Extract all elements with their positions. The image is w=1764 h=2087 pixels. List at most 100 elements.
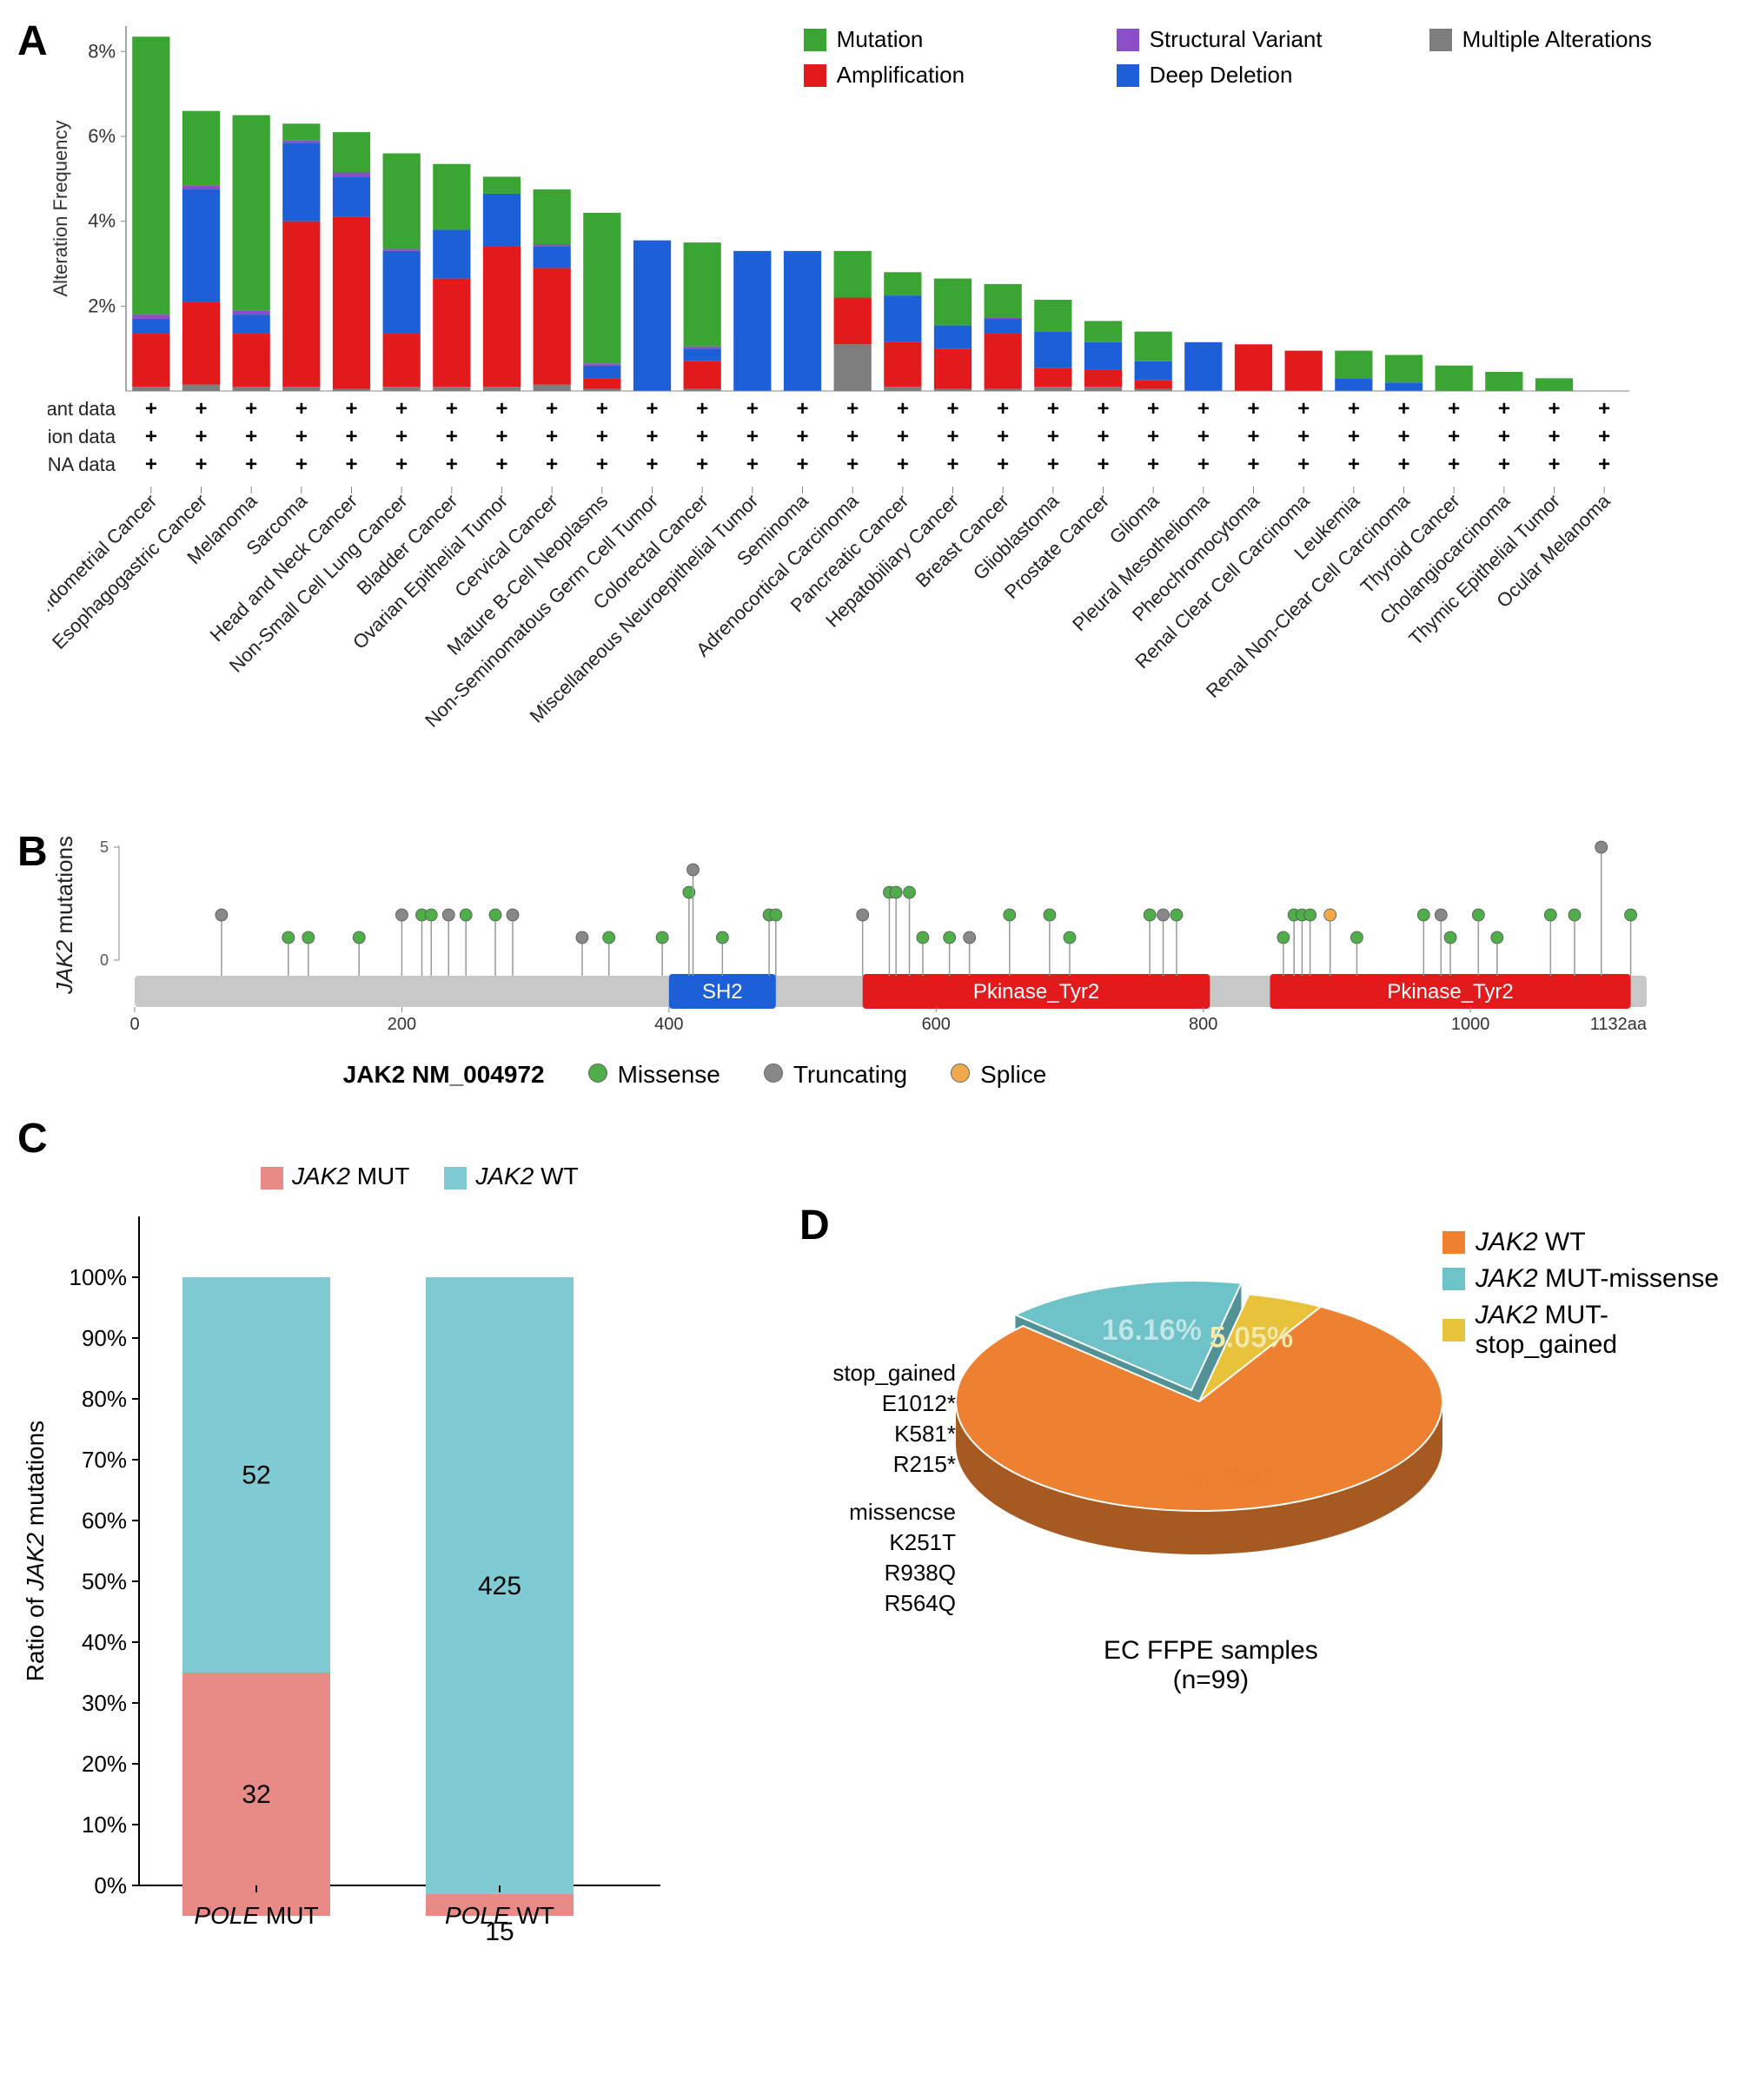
panel-a-label: A — [17, 17, 48, 65]
svg-text:+: + — [595, 453, 607, 476]
svg-text:+: + — [1297, 425, 1310, 448]
svg-text:POLE WT: POLE WT — [445, 1902, 554, 1929]
svg-text:+: + — [445, 453, 457, 476]
svg-text:+: + — [595, 397, 607, 421]
svg-text:+: + — [245, 453, 257, 476]
svg-text:+: + — [1347, 397, 1359, 421]
panel-b-legend-item: Truncating — [764, 1061, 907, 1089]
panel-a-legend-item: Structural Variant — [1117, 26, 1377, 53]
svg-text:78.79%: 78.79% — [1175, 1464, 1275, 1497]
svg-text:+: + — [295, 397, 307, 421]
panel-c-chart: JAK2 MUTJAK2 WT 0%10%20%30%40%50%60%70%8… — [17, 1163, 799, 1977]
svg-text:+: + — [395, 397, 408, 421]
svg-text:425: 425 — [478, 1572, 521, 1600]
svg-text:+: + — [997, 425, 1009, 448]
svg-text:+: + — [796, 397, 808, 421]
svg-text:4%: 4% — [88, 210, 116, 232]
panel-c-legend: JAK2 MUT JAK2 WT — [261, 1163, 678, 1190]
svg-text:1000: 1000 — [1451, 1015, 1490, 1034]
svg-text:+: + — [1147, 425, 1159, 448]
svg-text:+: + — [1097, 397, 1109, 421]
svg-text:+: + — [896, 397, 908, 421]
svg-text:+: + — [445, 397, 457, 421]
panel-d-annot-mis: missencseK251TR938QR564Q — [782, 1497, 956, 1619]
svg-text:+: + — [495, 425, 507, 448]
panel-d-legend-item: JAK2 MUT-missense — [1442, 1264, 1747, 1294]
svg-text:+: + — [946, 397, 958, 421]
svg-text:30%: 30% — [82, 1690, 127, 1716]
svg-text:+: + — [1397, 397, 1409, 421]
svg-text:+: + — [1097, 425, 1109, 448]
svg-text:+: + — [295, 453, 307, 476]
svg-text:600: 600 — [921, 1015, 950, 1034]
svg-text:+: + — [395, 453, 408, 476]
panel-a-legend-item: Multiple Alterations — [1429, 26, 1690, 53]
panel-d-caption: EC FFPE samples (n=99) — [1104, 1636, 1318, 1695]
svg-text:CNA data: CNA data — [48, 454, 116, 475]
svg-text:+: + — [1097, 453, 1109, 476]
svg-text:+: + — [595, 425, 607, 448]
svg-text:100%: 100% — [70, 1264, 128, 1290]
panel-d-caption-2: (n=99) — [1173, 1666, 1250, 1694]
svg-text:+: + — [1497, 425, 1509, 448]
svg-text:+: + — [495, 453, 507, 476]
panel-c: C JAK2 MUTJAK2 WT 0%10%20%30%40%50%60%70… — [17, 1115, 799, 1977]
panel-b-legend-item: Missense — [588, 1061, 720, 1089]
svg-text:+: + — [1247, 453, 1259, 476]
svg-text:+: + — [195, 453, 207, 476]
svg-text:+: + — [746, 453, 758, 476]
svg-text:Structural variant data: Structural variant data — [48, 398, 116, 420]
svg-text:+: + — [1197, 397, 1209, 421]
svg-text:+: + — [1046, 453, 1058, 476]
svg-text:+: + — [1448, 397, 1460, 421]
svg-text:+: + — [1197, 425, 1209, 448]
svg-text:8%: 8% — [88, 40, 116, 62]
panel-d-legend-item: JAK2 MUT-stop_gained — [1442, 1301, 1747, 1360]
svg-text:+: + — [1397, 425, 1409, 448]
svg-text:80%: 80% — [82, 1386, 127, 1412]
svg-text:+: + — [195, 397, 207, 421]
svg-text:2%: 2% — [88, 295, 116, 316]
svg-text:50%: 50% — [82, 1568, 127, 1594]
svg-text:+: + — [345, 453, 357, 476]
svg-text:16.16%: 16.16% — [1102, 1314, 1202, 1347]
svg-text:+: + — [846, 425, 859, 448]
svg-text:+: + — [997, 453, 1009, 476]
svg-text:+: + — [1297, 397, 1310, 421]
svg-text:+: + — [1497, 397, 1509, 421]
svg-text:+: + — [1197, 453, 1209, 476]
panel-a-chart: MutationStructural VariantMultiple Alter… — [48, 17, 1647, 802]
panel-d-legend-item: JAK2 WT — [1442, 1228, 1747, 1257]
panel-d-annot-stop: stop_gainedE1012*K581*R215* — [782, 1358, 956, 1480]
svg-text:+: + — [1147, 453, 1159, 476]
svg-text:Pkinase_Tyr2: Pkinase_Tyr2 — [973, 980, 1099, 1004]
svg-text:+: + — [646, 397, 658, 421]
svg-text:Pkinase_Tyr2: Pkinase_Tyr2 — [1387, 980, 1513, 1004]
panel-b-svg: JAK2 mutations05SH2Pkinase_Tyr2Pkinase_T… — [48, 828, 1681, 1054]
svg-text:+: + — [1046, 425, 1058, 448]
svg-text:+: + — [1548, 425, 1560, 448]
panel-c-legend-item: JAK2 MUT — [261, 1163, 409, 1190]
svg-text:+: + — [144, 397, 156, 421]
svg-text:+: + — [646, 453, 658, 476]
svg-text:+: + — [1448, 425, 1460, 448]
svg-text:+: + — [295, 425, 307, 448]
svg-text:6%: 6% — [88, 125, 116, 147]
svg-text:0: 0 — [129, 1015, 139, 1034]
svg-text:+: + — [1247, 397, 1259, 421]
svg-text:+: + — [245, 397, 257, 421]
svg-text:10%: 10% — [82, 1812, 127, 1838]
panel-b-legend-item: Splice — [951, 1061, 1046, 1089]
panel-a-legend-item: Deep Deletion — [1117, 62, 1377, 89]
svg-text:+: + — [1347, 425, 1359, 448]
panel-c-legend-item: JAK2 WT — [444, 1163, 578, 1190]
svg-text:+: + — [1548, 453, 1560, 476]
panel-d: D 78.79%16.16%5.05% JAK2 WTJAK2 MUT-miss… — [834, 1115, 1747, 1810]
svg-text:+: + — [896, 453, 908, 476]
svg-text:800: 800 — [1189, 1015, 1217, 1034]
panel-d-chart: 78.79%16.16%5.05% JAK2 WTJAK2 MUT-missen… — [834, 1115, 1747, 1810]
svg-text:20%: 20% — [82, 1751, 127, 1777]
panel-b-chart: JAK2 mutations05SH2Pkinase_Tyr2Pkinase_T… — [48, 828, 1681, 1089]
svg-text:52: 52 — [242, 1461, 270, 1490]
svg-text:+: + — [796, 425, 808, 448]
